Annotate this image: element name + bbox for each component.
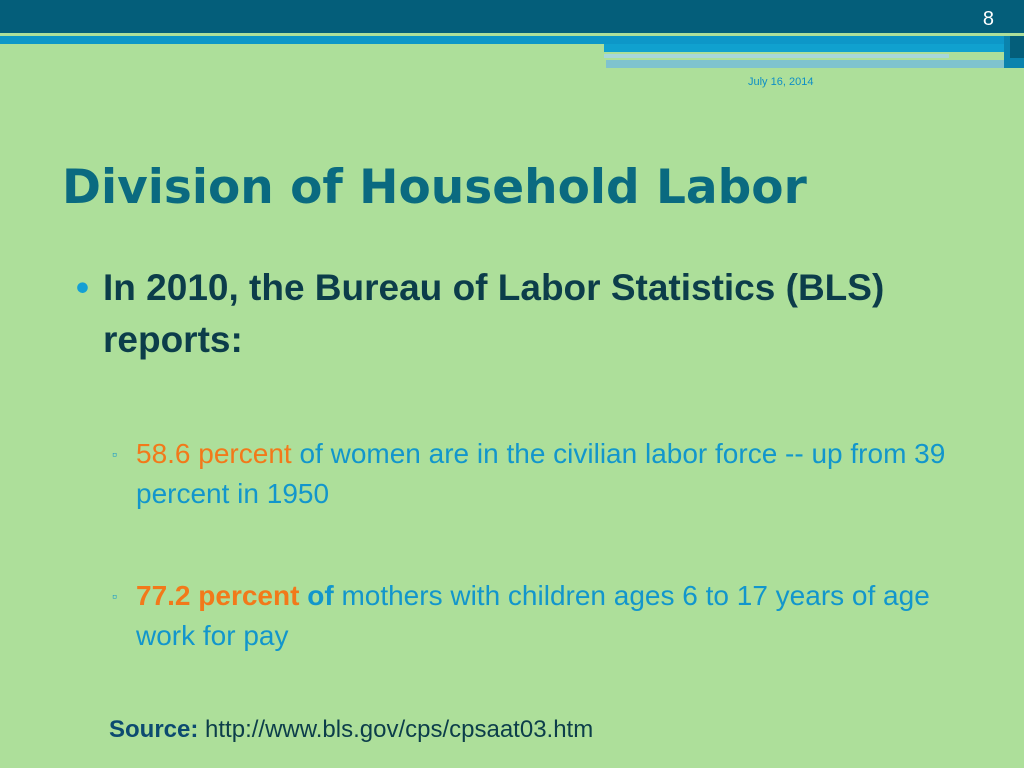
source-line: Source: http://www.bls.gov/cps/cpsaat03.… xyxy=(109,716,593,744)
sub-bullet-text: 77.2 percent of mothers with children ag… xyxy=(112,576,992,656)
source-url[interactable]: http://www.bls.gov/cps/cpsaat03.htm xyxy=(205,716,594,743)
sub-bullet-mothers-work: ▫ 77.2 percent of mothers with children … xyxy=(112,576,992,656)
bullet-dot-icon: • xyxy=(76,267,89,308)
slide-title: Division of Household Labor xyxy=(62,160,807,215)
header-bar-dark xyxy=(0,0,1024,33)
square-bullet-icon: ▫ xyxy=(112,588,117,604)
sub-bullet-text: 58.6 percent of women are in the civilia… xyxy=(112,434,992,514)
sub-bullet-rest: of women are in the civilian labor force… xyxy=(136,438,946,509)
sub-bullet-rest: mothers with children ages 6 to 17 years… xyxy=(136,580,930,651)
of-word: of xyxy=(307,580,334,611)
highlight-word: percent xyxy=(198,438,292,469)
sub-bullet-women-labor: ▫ 58.6 percent of women are in the civil… xyxy=(112,434,992,514)
slide-date: July 16, 2014 xyxy=(748,76,814,88)
header-bar-accent xyxy=(604,44,1004,52)
main-bullet: • In 2010, the Bureau of Labor Statistic… xyxy=(76,262,976,366)
highlight-number: 77.2 xyxy=(136,580,191,611)
square-bullet-icon: ▫ xyxy=(112,446,117,462)
highlight-word: percent xyxy=(198,580,300,611)
highlight-number: 58.6 xyxy=(136,438,191,469)
header-bar-accent-lower xyxy=(606,60,1004,68)
slide-number: 8 xyxy=(982,8,994,30)
header-bar-light xyxy=(0,36,1010,44)
source-label: Source: xyxy=(109,716,199,743)
header-bar-pale xyxy=(604,54,949,58)
main-bullet-text: In 2010, the Bureau of Labor Statistics … xyxy=(103,267,885,360)
header-bar-right-notch xyxy=(1010,36,1024,58)
